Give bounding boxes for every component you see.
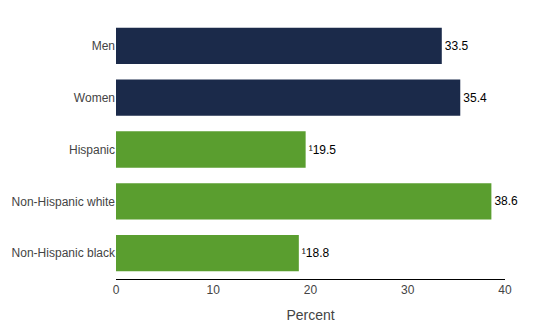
svg-text:Non-Hispanic black: Non-Hispanic black (12, 246, 116, 260)
svg-text:0: 0 (113, 283, 120, 297)
svg-text:38.6: 38.6 (494, 194, 518, 208)
svg-text:Women: Women (74, 91, 115, 105)
svg-text:35.4: 35.4 (463, 91, 487, 105)
svg-text:40: 40 (498, 283, 512, 297)
svg-text:Men: Men (92, 39, 115, 53)
svg-text:33.5: 33.5 (445, 39, 469, 53)
svg-text:20: 20 (304, 283, 318, 297)
svg-text:Hispanic: Hispanic (69, 143, 115, 157)
svg-text:¹18.8: ¹18.8 (302, 246, 330, 260)
svg-text:¹19.5: ¹19.5 (309, 143, 337, 157)
svg-text:Percent: Percent (286, 307, 334, 323)
svg-text:10: 10 (207, 283, 221, 297)
svg-text:Non-Hispanic white: Non-Hispanic white (12, 195, 116, 209)
svg-text:30: 30 (401, 283, 415, 297)
